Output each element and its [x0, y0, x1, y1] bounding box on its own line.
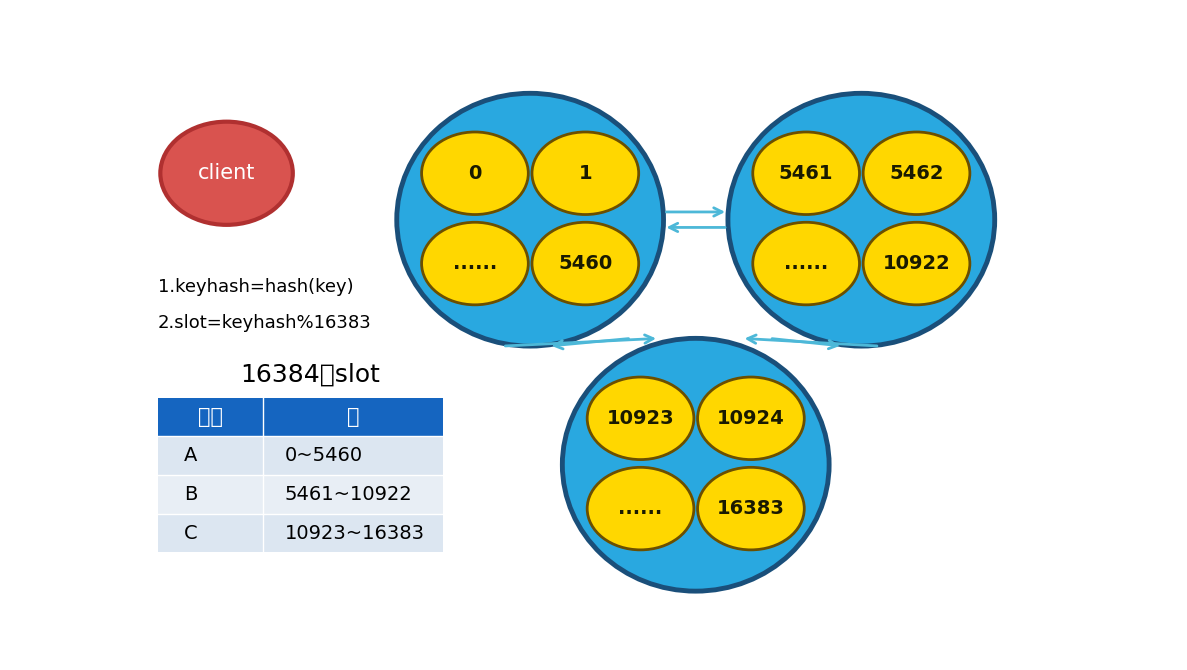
- Text: 10922: 10922: [883, 254, 951, 273]
- Text: 10924: 10924: [717, 409, 785, 428]
- Ellipse shape: [421, 132, 528, 214]
- Text: 0: 0: [468, 163, 482, 183]
- Ellipse shape: [421, 222, 528, 305]
- Text: client: client: [198, 163, 255, 184]
- Text: 16383: 16383: [717, 499, 785, 518]
- Text: A: A: [184, 446, 197, 465]
- Ellipse shape: [588, 468, 694, 550]
- Text: 节点: 节点: [198, 407, 223, 427]
- Text: 16384个slot: 16384个slot: [240, 362, 380, 387]
- Ellipse shape: [563, 338, 829, 591]
- Bar: [158, 475, 443, 514]
- Text: ......: ......: [452, 254, 497, 273]
- Ellipse shape: [698, 377, 805, 460]
- Text: ......: ......: [783, 254, 829, 273]
- Text: 槽: 槽: [347, 407, 360, 427]
- Text: 5462: 5462: [889, 163, 944, 183]
- Text: 1.keyhash=hash(key): 1.keyhash=hash(key): [158, 278, 354, 295]
- Ellipse shape: [753, 222, 859, 305]
- Text: 10923~16383: 10923~16383: [285, 523, 425, 543]
- Text: 1: 1: [578, 163, 592, 183]
- Text: 5461: 5461: [779, 163, 833, 183]
- Bar: [158, 514, 443, 553]
- Ellipse shape: [396, 93, 664, 346]
- Text: 10923: 10923: [607, 409, 674, 428]
- Text: 2.slot=keyhash%16383: 2.slot=keyhash%16383: [158, 314, 372, 332]
- Ellipse shape: [532, 222, 639, 305]
- Ellipse shape: [753, 132, 859, 214]
- Text: 5460: 5460: [558, 254, 612, 273]
- Bar: [158, 398, 443, 436]
- Text: 0~5460: 0~5460: [285, 446, 363, 465]
- Text: C: C: [184, 523, 198, 543]
- Text: 5461~10922: 5461~10922: [285, 485, 413, 504]
- Text: B: B: [184, 485, 197, 504]
- Ellipse shape: [863, 222, 970, 305]
- Ellipse shape: [728, 93, 995, 346]
- Text: ......: ......: [618, 499, 662, 518]
- Ellipse shape: [532, 132, 639, 214]
- Ellipse shape: [698, 468, 805, 550]
- Ellipse shape: [588, 377, 694, 460]
- Ellipse shape: [160, 122, 293, 225]
- Ellipse shape: [863, 132, 970, 214]
- Bar: [158, 436, 443, 475]
